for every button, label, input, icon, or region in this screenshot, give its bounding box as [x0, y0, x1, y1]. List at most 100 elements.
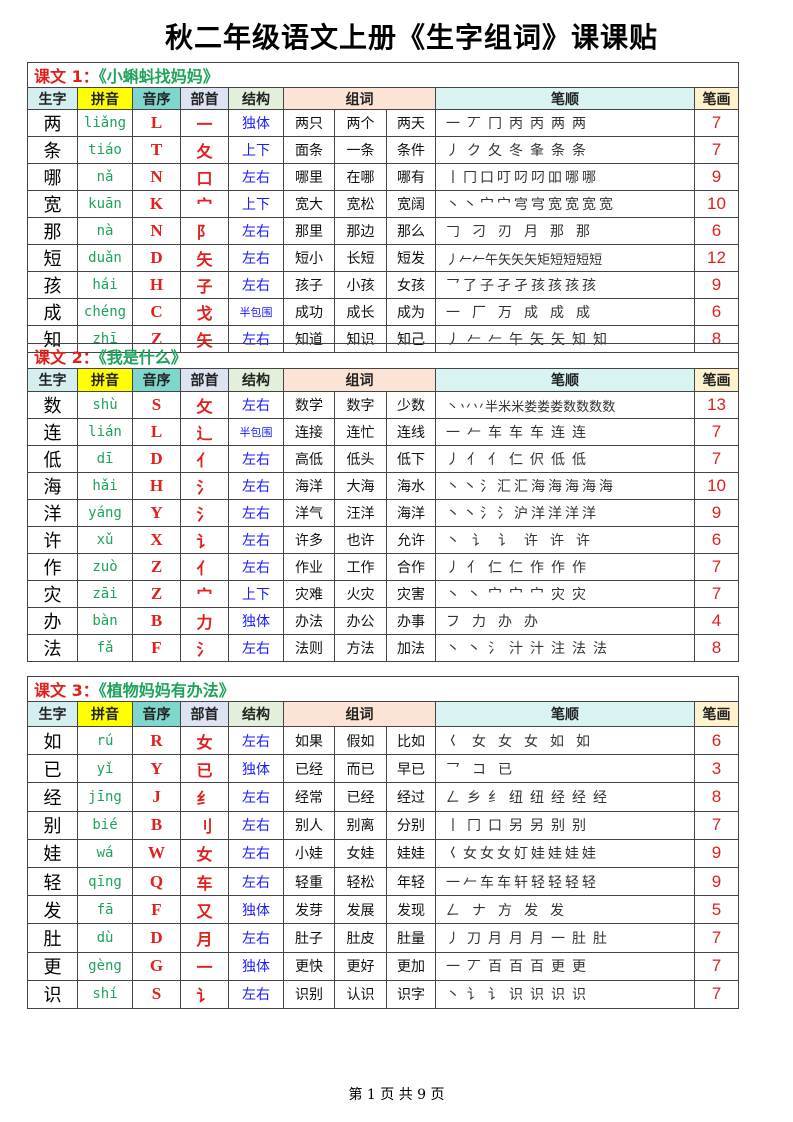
stroke-step: 丶	[446, 197, 463, 213]
stroke-order: 一厂万成成成	[435, 298, 695, 326]
stroke-step: 冂	[463, 170, 480, 186]
stroke-step: 氵	[488, 641, 509, 657]
lesson-table: 课文 2：《我是什么》 生字 拼音 音序 部首 结构 组词 笔顺 笔画数 shù S 攵左右 数学 数字少…	[26, 343, 740, 662]
stroke-count: 9	[693, 866, 740, 897]
table-row: 许 xǔ X 讠左右 许多 也许 允许 丶讠讠许许许 6	[27, 526, 740, 554]
character: 成	[27, 298, 78, 326]
phonetic-order: H	[132, 472, 181, 500]
stroke-step: 仁	[509, 560, 530, 576]
word: 条件	[386, 136, 436, 164]
stroke-step: 伬	[530, 452, 551, 468]
stroke-step: 成	[576, 305, 602, 321]
word: 大海	[334, 472, 387, 500]
stroke-step: 一	[446, 305, 472, 321]
stroke-order: 一𠂉车车车连连	[435, 418, 695, 446]
stroke-step: 哪	[565, 170, 582, 186]
stroke-step: 宽	[599, 197, 616, 213]
table-row: 识 shí S 讠左右 识别 认识 识字 丶讠讠识识识识 7	[27, 979, 740, 1009]
stroke-step: 作	[551, 560, 572, 576]
stroke-step: 两	[551, 116, 572, 132]
word: 年轻	[386, 866, 436, 897]
header-pinyin: 拼音	[77, 701, 133, 727]
stroke-step: 洋	[582, 506, 599, 522]
stroke-step: 法	[572, 641, 593, 657]
stroke-order: 丿𠂉𠂉午矢矢矢矩短短短短	[435, 244, 695, 272]
stroke-step: 丶	[463, 506, 480, 522]
stroke-count: 10	[693, 472, 740, 500]
structure: 上下	[228, 580, 284, 608]
stroke-step: 丶	[446, 506, 463, 522]
character: 低	[27, 445, 78, 473]
stroke-count: 9	[693, 499, 740, 527]
word: 发展	[334, 895, 387, 925]
word: 两个	[334, 109, 387, 137]
stroke-step: 丶	[446, 641, 467, 657]
radical: 女	[180, 838, 229, 868]
stroke-step: 车	[480, 874, 497, 891]
stroke-count: 7	[693, 810, 740, 840]
stroke-step: 女	[480, 846, 497, 863]
word: 成功	[283, 298, 335, 326]
stroke-step: 丿	[446, 930, 467, 947]
stroke-step: 发	[550, 902, 576, 919]
word: 经过	[386, 782, 436, 812]
stroke-order: 丶丶宀宀宀灾灾	[435, 580, 695, 608]
phonetic-order: S	[132, 979, 181, 1009]
word: 假如	[334, 725, 387, 756]
radical: 辶	[180, 418, 229, 446]
stroke-step: 丨	[446, 170, 463, 186]
stroke-step: 丶	[446, 399, 460, 415]
stroke-step: 口	[480, 170, 497, 186]
stroke-step: 女	[463, 846, 480, 863]
phonetic-order: B	[132, 810, 181, 840]
stroke-order: 丶丶宀宀宆宆宽宽宽宽	[435, 190, 695, 218]
stroke-step: 成	[524, 305, 550, 321]
pinyin: shù	[77, 391, 133, 419]
structure: 左右	[228, 553, 284, 581]
radical: 氵	[180, 634, 229, 662]
stroke-count: 7	[693, 923, 740, 953]
character: 如	[27, 725, 78, 756]
radical: 戈	[180, 298, 229, 326]
pinyin: fǎ	[77, 634, 133, 662]
stroke-count: 6	[693, 217, 740, 245]
word: 短小	[283, 244, 335, 272]
radical: 讠	[180, 979, 229, 1009]
radical: 亻	[180, 445, 229, 473]
structure: 左右	[228, 838, 284, 868]
stroke-step: 丿	[446, 143, 467, 159]
structure: 左右	[228, 499, 284, 527]
stroke-step: 宽	[548, 197, 565, 213]
pinyin: hǎi	[77, 472, 133, 500]
stroke-step: 讠	[467, 987, 488, 1004]
stroke-step: 丶	[446, 587, 467, 603]
stroke-step: 丷	[459, 399, 473, 415]
table-row: 经 jīng J 纟左右 经常 已经 经过 𠃋乡纟纽纽经经经 8	[27, 782, 740, 812]
stroke-count: 7	[693, 580, 740, 608]
word: 连忙	[334, 418, 387, 446]
stroke-count: 8	[693, 782, 740, 812]
stroke-step: 𠃌	[446, 224, 472, 240]
stroke-step: 识	[551, 987, 572, 1004]
stroke-step: 氵	[497, 506, 514, 522]
character: 肚	[27, 923, 78, 953]
phonetic-order: T	[132, 136, 181, 164]
word: 经常	[283, 782, 335, 812]
word: 那里	[283, 217, 335, 245]
word: 哪有	[386, 163, 436, 191]
stroke-step: 宀	[530, 587, 551, 603]
structure: 左右	[228, 725, 284, 756]
word: 宽阔	[386, 190, 436, 218]
stroke-step: 𠃋	[446, 902, 472, 919]
stroke-step: 米	[498, 399, 512, 415]
stroke-step: 短	[550, 252, 564, 268]
stroke-count: 7	[693, 445, 740, 473]
table-row: 那 nà N 阝左右 那里 那边 那么 𠃌刁刃月那那 6	[27, 217, 740, 245]
stroke-step: 数	[602, 399, 616, 415]
stroke-step: 法	[593, 641, 614, 657]
stroke-count: 7	[693, 418, 740, 446]
stroke-step: 低	[551, 452, 572, 468]
table-row: 洋 yáng Y 氵左右 洋气 汪洋 海洋 丶丶氵氵沪洋洋洋洋 9	[27, 499, 740, 527]
stroke-order: 丶丶氵汇汇海海海海海	[435, 472, 695, 500]
stroke-order: 丿刀月月月一肚肚	[435, 923, 695, 953]
